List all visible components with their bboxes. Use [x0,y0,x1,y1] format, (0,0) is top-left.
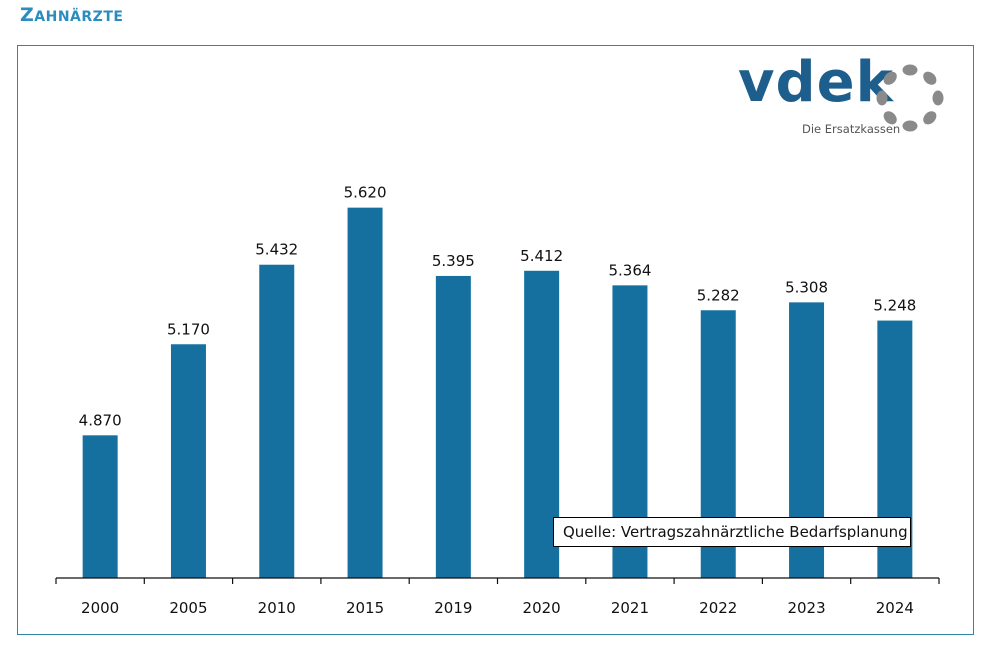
x-tick-label-2005: 2005 [169,599,207,617]
logo-dot [932,90,944,106]
logo-dot [902,64,918,76]
logo-dot [883,111,897,125]
vdek-logo: vdek Die Ersatzkassen [738,50,958,144]
bar-2010 [259,264,295,578]
page-title: ZAHNÄRZTE [20,4,123,26]
x-tick-label-2020: 2020 [523,599,561,617]
logo-dot [876,90,888,106]
logo-tagline: Die Ersatzkassen [802,122,901,136]
x-tick-label-2000: 2000 [81,599,119,617]
data-label-2023: 5.308 [785,278,828,296]
x-tick-label-2010: 2010 [258,599,296,617]
logo-dot [883,71,897,85]
title-text: ZAHNÄRZTE [20,4,124,26]
data-label-2005: 5.170 [167,320,210,338]
bar-2015 [347,207,383,578]
x-tick-label-2021: 2021 [611,599,649,617]
logo-dot [923,111,937,125]
source-note: Quelle: Vertragszahnärztliche Bedarfspla… [553,517,911,547]
logo-dot [923,71,937,85]
dotted-circle-logo-icon [876,64,944,132]
data-label-2024: 5.248 [873,297,916,315]
data-label-2000: 4.870 [79,411,122,429]
logo-dot [902,120,918,132]
x-tick-label-2015: 2015 [346,599,384,617]
x-tick-label-2022: 2022 [699,599,737,617]
data-label-2010: 5.432 [255,241,298,259]
x-tick-label-2019: 2019 [434,599,472,617]
data-label-2021: 5.364 [608,261,651,279]
logo-wordmark: vdek [738,50,894,115]
bar-2005 [170,344,206,578]
data-label-2015: 5.620 [344,184,387,202]
bar-2019 [435,275,471,578]
chart-frame [17,45,974,635]
data-label-2020: 5.412 [520,247,563,265]
data-label-2022: 5.282 [697,286,740,304]
x-tick-label-2023: 2023 [787,599,825,617]
bar-2000 [82,435,118,578]
x-tick-label-2024: 2024 [876,599,914,617]
data-label-2019: 5.395 [432,252,475,270]
